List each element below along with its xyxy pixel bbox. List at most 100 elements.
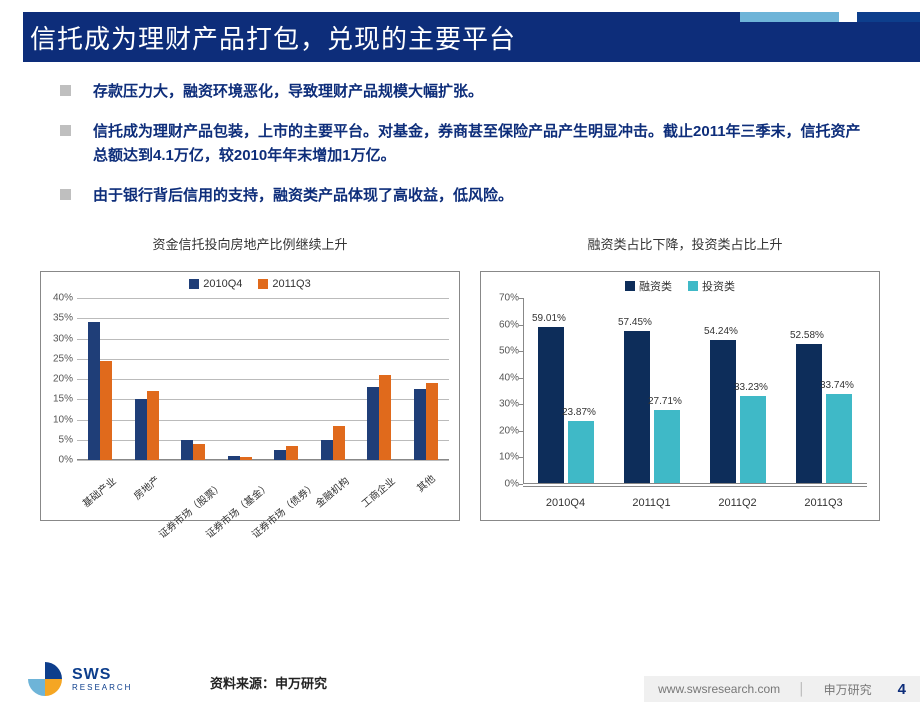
chart-right-plot: 59.01%23.87%57.45%27.71%54.24%33.23%52.5… [523,298,867,484]
chart-right-legend: 融资类 投资类 [481,272,879,296]
page-number: 4 [898,681,906,698]
legend-swatch-icon [688,281,698,291]
bar [426,383,438,460]
chart-left-frame: 2010Q4 2011Q3 0%5%10%15%20%25%30%35%40% … [40,271,460,521]
bullet-marker-icon [60,85,71,96]
footer-separator-icon: │ [798,682,806,696]
bar-groups [77,298,449,460]
bar-value-label: 33.74% [820,380,870,391]
bar: 33.23% [740,396,766,484]
bar [147,391,159,460]
bar-group [356,298,403,460]
bullet-marker-icon [60,189,71,200]
top-accent-bar [740,12,920,22]
logo-icon [28,662,62,696]
legend-swatch-icon [189,279,199,289]
bar [367,387,379,460]
chart-right-title: 融资类占比下降，投资类占比上升 [480,234,890,253]
x-label: 2011Q2 [695,487,781,520]
y-tick-label: 25% [53,353,73,364]
bar: 57.45% [624,331,650,484]
bar [193,444,205,460]
bar-group [170,298,217,460]
bar [181,440,193,460]
footer-bar: www.swsresearch.com │ 申万研究 4 [644,676,920,702]
footer-brand: 申万研究 [824,681,872,698]
bar-group: 54.24%33.23% [695,298,781,484]
bullet-text: 信托成为理财产品包装，上市的主要平台。对基金，券商甚至保险产品产生明显冲击。截止… [93,120,865,168]
y-tick-label: 40% [53,293,73,304]
bullet-marker-icon [60,125,71,136]
bar-group [263,298,310,460]
bar-value-label: 54.24% [704,326,754,337]
chart-right-x-labels: 2010Q42011Q12011Q22011Q3 [523,486,867,520]
logo-text-block: SWS RESEARCH [72,667,132,692]
x-label: 2010Q4 [523,487,609,520]
bar-group [77,298,124,460]
bullet-list: 存款压力大，融资环境恶化，导致理财产品规模大幅扩张。 信托成为理财产品包装，上市… [0,62,920,208]
x-label: 2011Q3 [781,487,867,520]
x-label: 基础产业 [77,462,124,520]
y-tick-label: 35% [53,313,73,324]
bar: 33.74% [826,394,852,484]
legend-label: 2010Q4 [203,278,242,290]
bar [414,389,426,460]
bar-value-label: 27.71% [648,396,698,407]
legend-label: 投资类 [702,278,735,294]
bar: 54.24% [710,340,736,484]
chart-left-title: 资金信托投向房地产比例继续上升 [40,234,460,253]
bar [228,456,240,460]
bar-value-label: 57.45% [618,317,668,328]
chart-right-frame: 融资类 投资类 0%10%20%30%40%50%60%70% 59.01%23… [480,271,880,521]
bar: 27.71% [654,410,680,484]
y-tick-label: 10% [53,414,73,425]
legend-swatch-icon [258,279,268,289]
y-tick-label: 50% [499,346,519,357]
bullet-item: 存款压力大，融资环境恶化，导致理财产品规模大幅扩张。 [60,80,865,104]
legend-label: 融资类 [639,278,672,294]
chart-right-box: 融资类占比下降，投资类占比上升 融资类 投资类 0% 10% 20% 30% 40% 50… [480,234,890,521]
bar [333,426,345,460]
bar-group [403,298,450,460]
bar: 23.87% [568,421,594,484]
bar-group: 59.01% 23.87% [523,298,609,484]
bar: 52.58% [796,344,822,484]
chart-left-legend: 2010Q4 2011Q3 [41,272,459,292]
bullet-item: 信托成为理财产品包装，上市的主要平台。对基金，券商甚至保险产品产生明显冲击。截止… [60,120,865,168]
bar-value-label: 23.87% [562,407,612,418]
chart-left-plot [77,298,449,460]
logo-main: SWS [72,667,132,683]
bar-value-label: 52.58% [790,330,840,341]
x-label: 证券市场（股票） [170,462,217,520]
y-tick-label: 30% [53,333,73,344]
logo-block: SWS RESEARCH [28,662,132,696]
bar [135,399,147,460]
y-tick-label: 20% [499,425,519,436]
y-tick-label: 0% [59,455,73,466]
legend-item: 投资类 [688,278,735,294]
x-label: 证券市场（基金） [217,462,264,520]
bar-value-label: 59.01% [532,313,582,324]
y-tick-label: 0% [505,479,519,490]
legend-swatch-icon [625,281,635,291]
x-label: 房地产 [124,462,171,520]
legend-item: 融资类 [625,278,672,294]
x-label: 金融机构 [310,462,357,520]
bar [379,375,391,460]
y-tick-label: 40% [499,372,519,383]
x-label: 其他 [403,462,450,520]
bar [240,457,252,460]
y-tick-label: 20% [53,374,73,385]
x-label: 工商企业 [356,462,403,520]
bar-groups: 59.01%23.87%57.45%27.71%54.24%33.23%52.5… [523,298,867,484]
y-tick-label: 10% [499,452,519,463]
legend-label: 2011Q3 [272,278,310,290]
y-tick-label: 30% [499,399,519,410]
x-label: 证券市场（债券） [263,462,310,520]
bullet-text: 由于银行背后信用的支持，融资类产品体现了高收益，低风险。 [93,184,513,208]
y-tick-label: 60% [499,319,519,330]
bar [274,450,286,460]
legend-item: 2010Q4 [189,278,242,290]
bar [321,440,333,460]
logo-sub: RESEARCH [72,683,132,692]
